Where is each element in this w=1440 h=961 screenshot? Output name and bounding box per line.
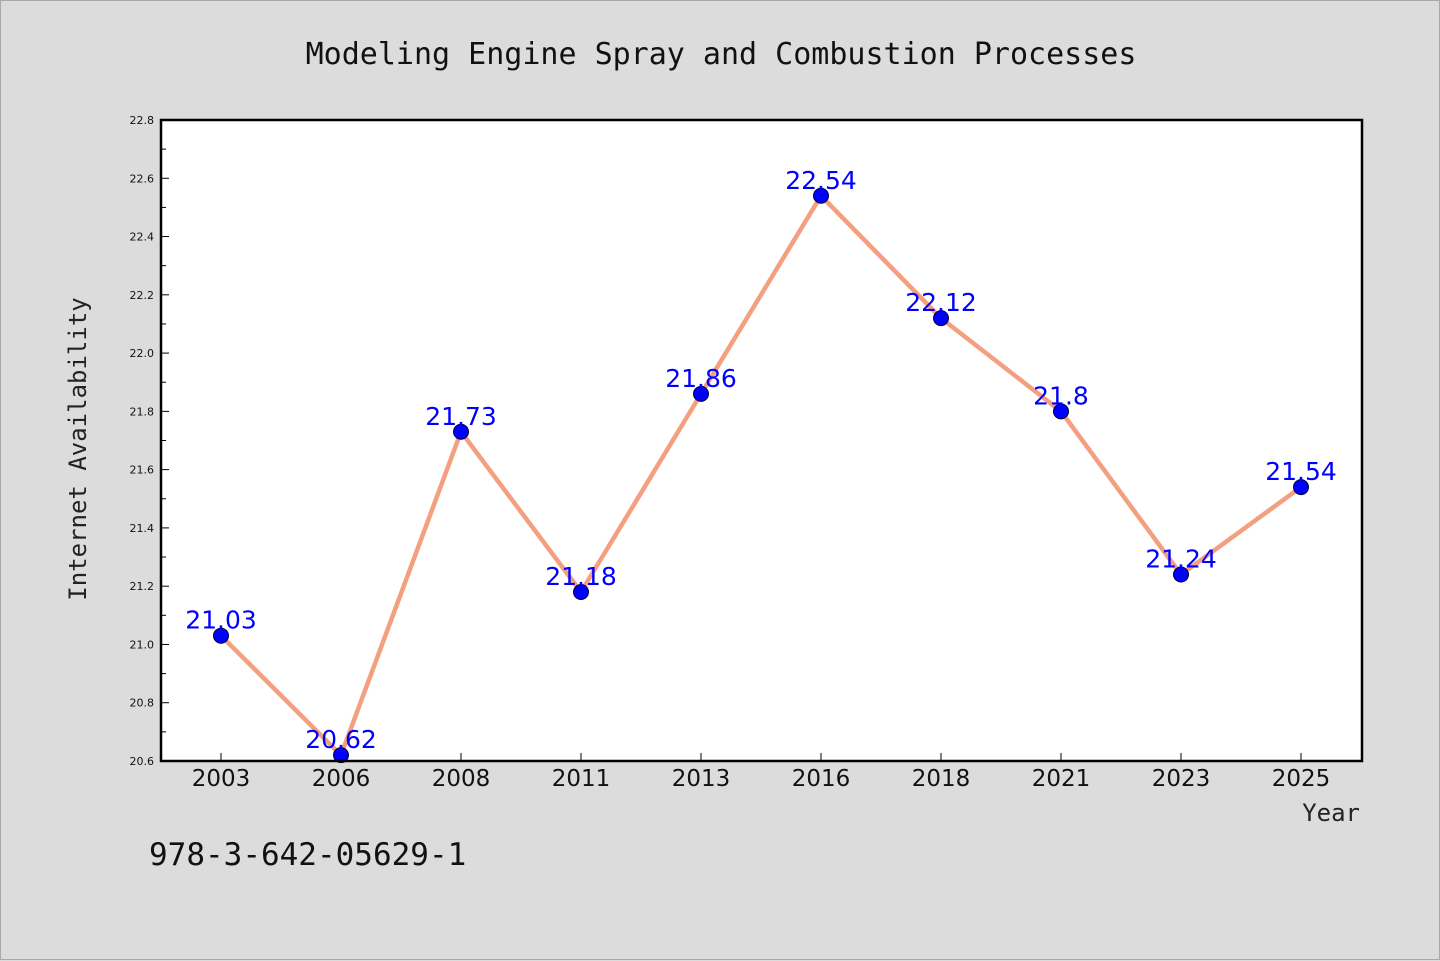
data-label: 21.24 [1145,545,1217,574]
data-label: 20.62 [305,725,377,754]
data-point [813,187,829,204]
y-tick-label: 21.4 [130,522,155,535]
x-tick-label: 2016 [792,766,851,792]
series-line [218,193,1304,758]
data-label: 21.03 [185,606,257,635]
x-axis: 2003 2006 2008 2011 2013 2016 2018 2021 2023 2025 [192,753,1331,792]
data-label: 22.12 [905,288,977,317]
footnote-isbn: 978-3-642-05629-1 [149,837,466,873]
data-point [1173,566,1189,583]
data-point [693,385,709,402]
y-tick-label: 21.6 [130,464,155,477]
data-label: 21.54 [1265,457,1337,486]
data-point [333,747,349,764]
x-tick-label: 2011 [552,766,611,792]
x-tick-label: 2006 [312,766,371,792]
y-axis-title: Internet Availability [64,297,92,600]
data-labels: 21.03 20.62 21.73 21.18 21.86 22.54 22.12 21.8 2… [185,166,1337,754]
chart-title: Modeling Engine Spray and Combustion Pro… [306,37,1137,72]
x-tick-label: 2008 [432,766,491,792]
x-tick-label: 2023 [1152,766,1211,792]
data-point [573,584,589,601]
x-tick-label: 2018 [912,766,971,792]
data-label: 21.73 [425,402,497,431]
y-tick-label: 20.8 [130,697,155,710]
data-point [1053,403,1069,420]
x-tick-label: 2003 [192,766,251,792]
x-tick-label: 2013 [672,766,731,792]
data-point [1293,479,1309,496]
y-tick-label: 22.0 [130,347,155,360]
data-label: 21.86 [665,364,737,393]
data-point [933,310,949,327]
y-tick-label: 21.2 [130,580,155,593]
y-tick-label: 22.2 [130,289,155,302]
y-tick-label: 20.6 [130,755,155,768]
y-tick-label: 21.0 [130,638,155,651]
x-tick-label: 2025 [1272,766,1331,792]
data-label: 22.54 [785,166,857,195]
data-point [213,627,229,644]
y-tick-label: 21.8 [130,405,155,418]
y-tick-label: 22.6 [130,172,155,185]
series-layer [213,187,1309,764]
y-tick-label: 22.4 [130,231,155,244]
data-label: 21.8 [1033,381,1089,410]
plot-frame [159,118,1364,763]
x-tick-label: 2021 [1032,766,1091,792]
x-axis-title: Year [1302,799,1360,827]
y-axis: 20.6 20.8 21.0 21.2 21.4 21.6 21.8 22.0 22.2 22.4… [130,114,169,768]
data-point [453,423,469,440]
y-tick-label: 22.8 [130,114,155,127]
data-label: 21.18 [545,562,617,591]
plot-area [161,120,1362,761]
